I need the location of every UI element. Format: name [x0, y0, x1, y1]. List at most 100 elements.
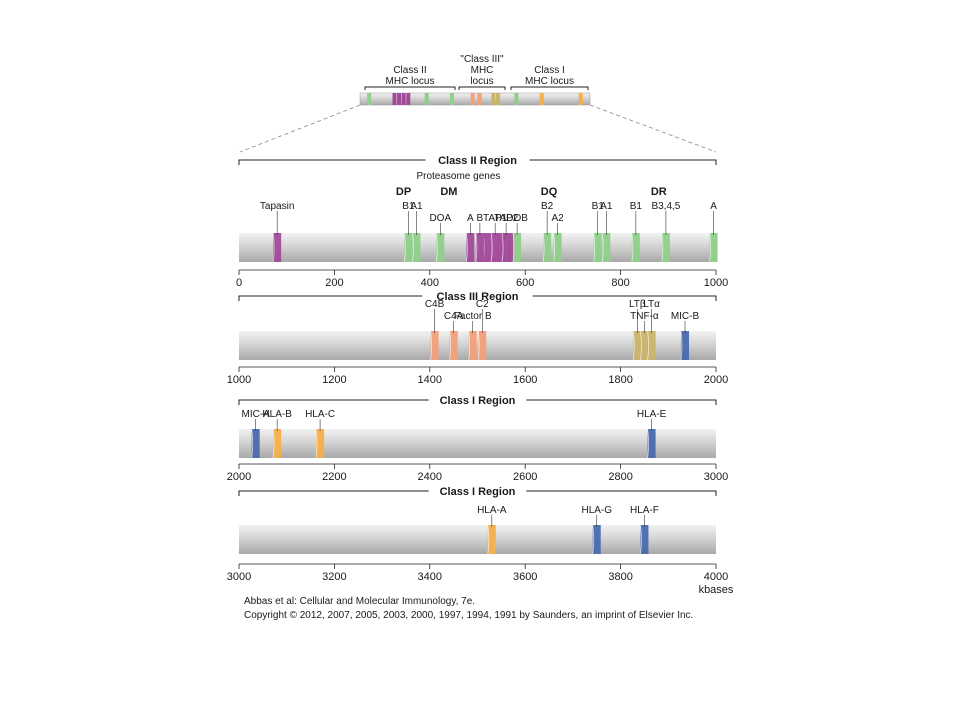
- axis-tick-label: 400: [421, 277, 439, 289]
- region-title-bg: [428, 484, 527, 497]
- gene-label: A1: [600, 201, 613, 212]
- region-title-bg: [428, 393, 527, 406]
- axis-tick-label: 200: [325, 277, 343, 289]
- gene-band-fill: [680, 331, 689, 360]
- gene-band: [477, 330, 487, 361]
- gene-band: [430, 330, 439, 361]
- overview-band-4: [406, 93, 411, 105]
- overview-band-13: [578, 93, 583, 105]
- gene-band-fill: [592, 525, 601, 554]
- gene-band-edge: [647, 330, 650, 361]
- gene-band-edge: [601, 232, 604, 263]
- gene-band-fill: [647, 331, 656, 360]
- gene-label: DOA: [429, 213, 451, 224]
- gene-band: [601, 232, 611, 263]
- axis-tick-label: 3000: [704, 471, 728, 483]
- gene-label: A: [467, 213, 474, 224]
- overview-band-1: [392, 93, 397, 105]
- gene-band-edge: [501, 232, 504, 263]
- gene-band-edge: [640, 524, 642, 555]
- overview-band-12: [539, 93, 544, 105]
- axis-tick-label: 1200: [322, 374, 346, 386]
- gene-label: A2: [552, 213, 565, 224]
- gene-band: [475, 232, 484, 263]
- gene-band-fill: [631, 233, 640, 262]
- gene-band: [490, 232, 500, 263]
- region-title: Class I Region: [440, 486, 516, 498]
- axis-tick-label: 600: [516, 277, 534, 289]
- gene-band-edge: [487, 524, 490, 555]
- gene-band: [251, 428, 260, 459]
- overview-bracket-class2: [364, 86, 456, 90]
- gene-band-edge: [632, 330, 635, 361]
- group-label: Proteasome genes: [416, 171, 500, 182]
- gene-band-extra-1-fill: [497, 233, 506, 262]
- gene-band-fill: [436, 233, 445, 262]
- axis-tick-label: 1000: [227, 374, 251, 386]
- axis-tick-label: 0: [236, 277, 242, 289]
- overview-label-class3: MHC: [471, 65, 494, 76]
- gene-band-edge: [477, 330, 480, 361]
- gene-band: [412, 232, 421, 263]
- gene-label: HLA-A: [477, 505, 507, 516]
- axis-tick-label: 800: [611, 277, 629, 289]
- region-title: Class III Region: [437, 291, 519, 303]
- gene-band-edge: [468, 330, 471, 361]
- gene-band-fill: [640, 525, 649, 554]
- overview-label-class2: MHC locus: [386, 76, 435, 87]
- overview-band-5: [424, 93, 429, 105]
- axis-tick-label: 1800: [608, 374, 632, 386]
- gene-band-edge: [631, 232, 634, 263]
- gene-band: [465, 232, 475, 263]
- gene-label: B2: [541, 201, 554, 212]
- gene-band-edge: [272, 428, 275, 459]
- gene-band-fill: [412, 233, 421, 262]
- gene-band-fill: [647, 429, 656, 458]
- gene-label: A: [710, 201, 717, 212]
- overview-bar: [359, 92, 591, 106]
- gene-label: B: [477, 213, 484, 224]
- gene-band-fill: [640, 331, 649, 360]
- gene-label: MIC-B: [671, 311, 700, 322]
- gene-band: [647, 428, 656, 459]
- gene-band-fill: [466, 233, 475, 262]
- gene-band-extra-0: [482, 232, 492, 263]
- gene-band-fill: [491, 233, 500, 262]
- gene-band: [680, 330, 689, 361]
- gene-band-fill: [709, 233, 718, 262]
- gene-band-edge: [430, 330, 432, 361]
- gene-label: C4B: [425, 299, 445, 310]
- gene-band-fill: [661, 233, 670, 262]
- overview-band-7: [470, 93, 475, 105]
- axis-tick-label: 1000: [704, 277, 728, 289]
- gene-band-fill: [468, 331, 477, 360]
- gene-band: [647, 330, 656, 361]
- gene-band: [272, 232, 282, 263]
- gene-band-fill: [478, 331, 487, 360]
- gene-label: HLA-C: [305, 409, 335, 420]
- gene-band: [592, 524, 601, 555]
- chromosome-bar: [239, 429, 716, 458]
- gene-band-fill: [502, 233, 511, 262]
- overview-band-3: [401, 93, 406, 105]
- gene-band-edge: [709, 232, 712, 263]
- gene-band: [272, 428, 282, 459]
- overview-band-10: [496, 93, 500, 105]
- overview-band-11: [514, 93, 519, 105]
- axis-tick-label: 2600: [513, 471, 537, 483]
- gene-band: [640, 524, 649, 555]
- axis-unit-label: kbases: [699, 584, 734, 596]
- group-label: DP: [396, 186, 411, 198]
- zoom-line-right: [589, 104, 717, 153]
- gene-band: [435, 232, 445, 263]
- gene-band-extra-0-fill: [483, 233, 492, 262]
- axis-tick-label: 1600: [513, 374, 537, 386]
- gene-label: HLA-B: [262, 409, 292, 420]
- overview-band-2: [397, 93, 402, 105]
- overview-label-class2: Class II: [393, 65, 426, 76]
- gene-label: HLA-G: [581, 505, 612, 516]
